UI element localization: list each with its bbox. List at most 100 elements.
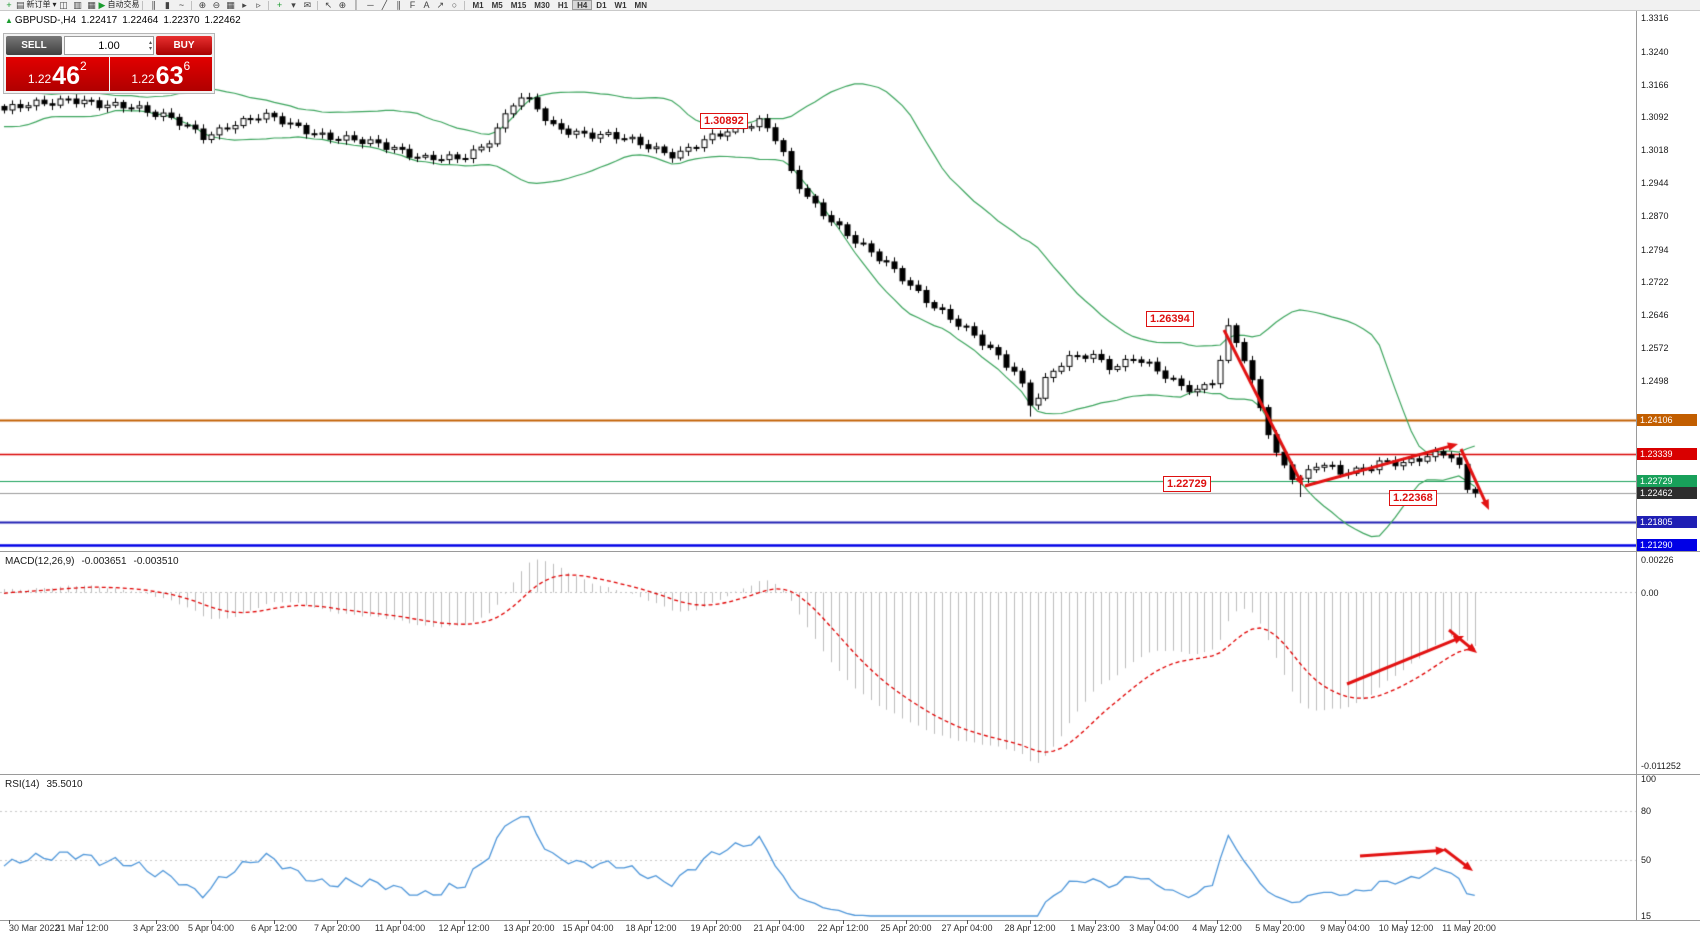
timeframe-d1[interactable]: D1 xyxy=(596,0,607,10)
timeframe-mn[interactable]: MN xyxy=(634,0,647,10)
zoom-out-icon: ⊖ xyxy=(212,0,221,10)
new-order-button-label: 新订单 xyxy=(26,0,51,9)
macd-signal-value: -0.003510 xyxy=(133,556,179,567)
arrow-tools-button[interactable]: ↗ xyxy=(433,0,447,10)
tile-windows-button[interactable]: ▦ xyxy=(223,0,237,10)
market-watch-button[interactable]: ▥ xyxy=(71,0,85,10)
main-chart-canvas[interactable] xyxy=(0,11,1636,551)
timeframe-h1[interactable]: H1 xyxy=(557,0,569,10)
time-tick xyxy=(967,920,968,924)
buy-price-display[interactable]: 1.22 63 6 xyxy=(109,57,212,91)
new-order-button[interactable]: ▤ 新订单 ▾ xyxy=(16,0,57,10)
bar-chart-button[interactable]: ∥ xyxy=(146,0,160,10)
price-annotation[interactable]: 1.30892 xyxy=(700,113,748,129)
buy-price-point: 6 xyxy=(183,59,191,73)
trendline-button[interactable]: ╱ xyxy=(377,0,391,10)
axis-tick-label: 1.3240 xyxy=(1641,46,1669,57)
volume-down-button[interactable]: ▾ xyxy=(148,45,152,52)
cursor-icon: ↖ xyxy=(324,0,333,10)
time-tick xyxy=(400,920,401,924)
horizontal-line-icon: ─ xyxy=(367,0,374,10)
line-chart-icon: ~ xyxy=(178,0,185,10)
time-label: 28 Apr 12:00 xyxy=(1004,923,1056,933)
axis-tick-label: 0.00 xyxy=(1641,587,1659,598)
time-tick xyxy=(651,920,652,924)
indicators-button[interactable]: + xyxy=(272,0,286,10)
time-label: 25 Apr 20:00 xyxy=(880,923,932,933)
price-annotation[interactable]: 1.22368 xyxy=(1389,490,1437,506)
axis-tick-label: -0.011252 xyxy=(1641,761,1681,771)
axis-tick-label: 1.2794 xyxy=(1641,244,1669,255)
fibonacci-button[interactable]: F xyxy=(405,0,419,10)
time-label: 11 Apr 04:00 xyxy=(374,923,426,933)
time-tick xyxy=(529,920,530,924)
macd-panel-canvas[interactable] xyxy=(0,552,1636,774)
line-chart-button[interactable]: ~ xyxy=(174,0,188,10)
auto-scroll-icon: ▸ xyxy=(242,0,247,10)
candlestick-chart-icon: ▮ xyxy=(164,0,170,10)
crosshair-button[interactable]: ⊕ xyxy=(335,0,349,10)
time-tick xyxy=(1406,920,1407,924)
sell-button[interactable]: SELL xyxy=(6,36,62,55)
arrow-tools-icon: ↗ xyxy=(436,0,445,10)
sell-price-display[interactable]: 1.22 46 2 xyxy=(6,57,109,91)
axis-tick-label: 1.2722 xyxy=(1641,276,1669,287)
panel-separator[interactable] xyxy=(0,774,1700,775)
profiles-button[interactable]: ◫ xyxy=(57,0,71,10)
time-label: 10 May 12:00 xyxy=(1378,923,1434,933)
timeframe-m15[interactable]: M15 xyxy=(510,0,527,10)
time-tick xyxy=(906,920,907,924)
shapes-button[interactable]: ○ xyxy=(447,0,461,10)
chart-shift-button[interactable]: ▹ xyxy=(251,0,265,10)
timeframe-h4[interactable]: H4 xyxy=(572,0,593,10)
cursor-button[interactable]: ↖ xyxy=(321,0,335,10)
time-label: 31 Mar 12:00 xyxy=(55,923,109,933)
toolbar: + ▤ 新订单 ▾ ◫ ▥ ▦ ▶ 自动交易 ∥ ▮ ~ ⊕ ⊖ ▦ ▸ ▹ + ▾ ✉ ↖ ⊕ │ ─ ╱ ∥ F A ↗ ○ M1 M5 M… xyxy=(0,0,1700,11)
macd-indicator-label: MACD(12,26,9) -0.003651 -0.003510 xyxy=(5,556,179,567)
autotrading-button[interactable]: ▶ 自动交易 xyxy=(99,0,140,10)
text-icon: A xyxy=(423,0,430,10)
periods-button[interactable]: ▾ xyxy=(286,0,300,10)
channel-button[interactable]: ∥ xyxy=(391,0,405,10)
navigator-button[interactable]: ▦ xyxy=(85,0,99,10)
timeframe-m1[interactable]: M1 xyxy=(472,0,484,10)
text-button[interactable]: A xyxy=(419,0,433,10)
candlestick-chart-button[interactable]: ▮ xyxy=(160,0,174,10)
mail-button[interactable]: ✉ xyxy=(300,0,314,10)
timeframe-w1[interactable]: W1 xyxy=(614,0,627,10)
timeframe-m5[interactable]: M5 xyxy=(491,0,503,10)
rsi-panel-canvas[interactable] xyxy=(0,775,1636,920)
time-tick xyxy=(464,920,465,924)
new-order-icon: ▤ xyxy=(16,0,25,10)
vertical-line-button[interactable]: │ xyxy=(349,0,363,10)
time-label: 3 Apr 23:00 xyxy=(132,923,180,933)
volume-up-button[interactable]: ▴ xyxy=(148,39,152,46)
buy-button[interactable]: BUY xyxy=(156,36,212,55)
price-annotation[interactable]: 1.22729 xyxy=(1163,476,1211,492)
horizontal-line-button[interactable]: ─ xyxy=(363,0,377,10)
time-label: 9 May 04:00 xyxy=(1320,923,1370,933)
time-label: 12 Apr 12:00 xyxy=(438,923,490,933)
zoom-out-button[interactable]: ⊖ xyxy=(209,0,223,10)
trendline-icon: ╱ xyxy=(381,0,388,10)
time-label: 5 Apr 04:00 xyxy=(187,923,235,933)
zoom-in-button[interactable]: ⊕ xyxy=(195,0,209,10)
time-label: 3 May 04:00 xyxy=(1129,923,1179,933)
new-chart-button[interactable]: + xyxy=(2,0,16,10)
time-tick xyxy=(716,920,717,924)
price-annotation[interactable]: 1.26394 xyxy=(1146,311,1194,327)
timeframe-m30[interactable]: M30 xyxy=(534,0,550,10)
bar-chart-icon: ∥ xyxy=(151,0,156,10)
auto-scroll-button[interactable]: ▸ xyxy=(237,0,251,10)
new-chart-icon: + xyxy=(6,0,12,10)
market-watch-icon: ▥ xyxy=(73,0,82,10)
panel-separator[interactable] xyxy=(0,551,1700,552)
axis-price-box: 1.21805 xyxy=(1637,516,1697,528)
time-label: 21 Apr 04:00 xyxy=(753,923,805,933)
axis-tick-label: 1.3166 xyxy=(1641,79,1669,90)
volume-spinner[interactable]: 1.00 ▴ ▾ xyxy=(64,36,154,55)
axis-tick-label: 1.2646 xyxy=(1641,310,1669,321)
axis-price-box: 1.23339 xyxy=(1637,448,1697,460)
navigator-icon: ▦ xyxy=(87,0,96,10)
price-axis-border xyxy=(1636,11,1637,920)
